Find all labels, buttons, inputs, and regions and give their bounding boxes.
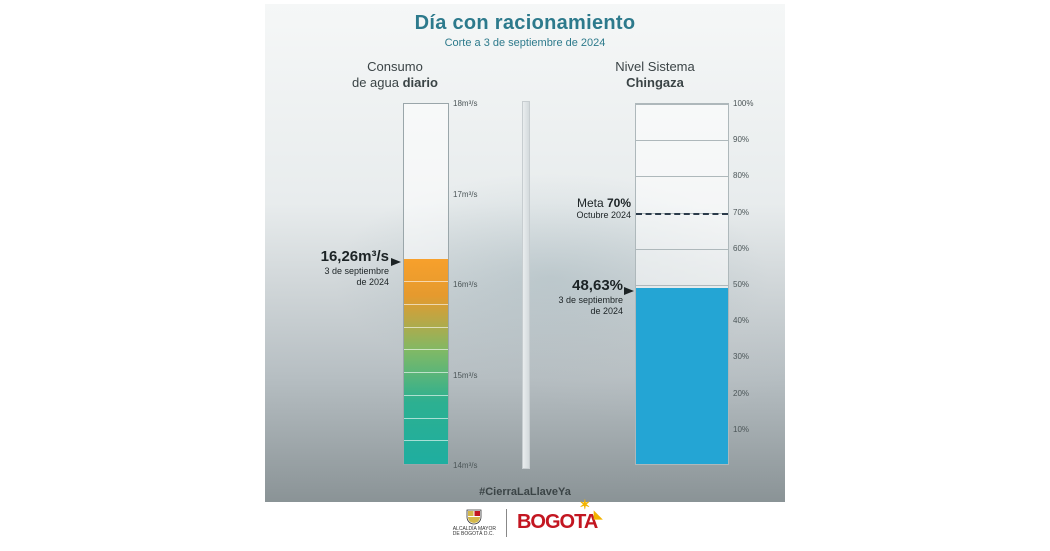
bogota-text: BOGOTA [517,511,597,533]
chingaza-title-line1: Nivel Sistema [615,59,694,74]
consumption-tick: 17m³/s [453,190,477,199]
consumption-title-line2: de agua [352,75,403,90]
chingaza-bar [635,103,729,465]
chingaza-tick: 10% [733,425,749,434]
alcaldia-label: ALCALDÍA MAYORDE BOGOTÁ D.C. [453,527,496,537]
chingaza-tick: 60% [733,244,749,253]
consumption-tick: 14m³/s [453,461,477,470]
chingaza-title: Nivel Sistema Chingaza [525,59,785,90]
consumption-bar [403,103,449,465]
consumption-value: 16,26m³/s [293,248,389,265]
consumption-title: Consumo de agua diario [265,59,525,90]
chingaza-goal-text: Meta 70% [555,196,631,210]
footer-divider [506,509,507,537]
chingaza-goal-sub: Octubre 2024 [555,210,631,220]
chingaza-tick: 30% [733,352,749,361]
consumption-title-bold: diario [403,75,438,90]
chingaza-tick: 40% [733,316,749,325]
consumption-tick: 15m³/s [453,371,477,380]
chingaza-goal-label: Meta 70% Octubre 2024 [555,196,631,220]
chingaza-tick: 80% [733,171,749,180]
infographic-card: Día con racionamiento Corte a 3 de septi… [265,4,785,502]
chingaza-title-bold: Chingaza [626,75,684,90]
shield-icon [465,508,483,526]
main-title: Día con racionamiento [265,12,785,35]
chingaza-tick: 70% [733,208,749,217]
charts-row: Consumo de agua diario 14m³/s 15m³/s 16m³/… [265,53,785,502]
chingaza-goal-prefix: Meta [577,196,607,210]
chingaza-tick: 20% [733,389,749,398]
chingaza-panel: Nivel Sistema Chingaza 10% 20% 30% 40% 50% 60… [525,53,785,502]
chingaza-date: 3 de septiembrede 2024 [533,295,623,317]
consumption-bar-fill [404,259,448,464]
chingaza-goal-value: 70% [607,196,631,210]
consumption-title-line1: Consumo [367,59,423,74]
chingaza-tick: 100% [733,99,753,108]
card-header: Día con racionamiento Corte a 3 de septi… [265,4,785,53]
chingaza-value: 48,63% [533,277,623,294]
consumption-arrow-icon [391,258,401,266]
chingaza-tick: 50% [733,280,749,289]
consumption-date: 3 de septiembrede 2024 [293,266,389,288]
hashtag: #CierraLaLlaveYa [265,486,785,498]
alcaldia-logo: ALCALDÍA MAYORDE BOGOTÁ D.C. [453,508,496,537]
footer-logos: ALCALDÍA MAYORDE BOGOTÁ D.C. BOGOTA ✶ ◣ [453,508,598,537]
subtitle: Corte a 3 de septiembre de 2024 [265,37,785,49]
chingaza-callout: 48,63% 3 de septiembrede 2024 [533,277,623,317]
bogota-logo: BOGOTA ✶ ◣ [517,511,597,534]
consumption-tick: 16m³/s [453,280,477,289]
consumption-callout: 16,26m³/s 3 de septiembrede 2024 [293,248,389,288]
chingaza-arrow-icon [624,287,634,295]
chingaza-tick: 90% [733,135,749,144]
consumption-tick: 18m³/s [453,99,477,108]
chingaza-bar-fill [636,288,728,464]
consumption-panel: Consumo de agua diario 14m³/s 15m³/s 16m³/… [265,53,525,502]
chingaza-goal-line [636,213,728,215]
